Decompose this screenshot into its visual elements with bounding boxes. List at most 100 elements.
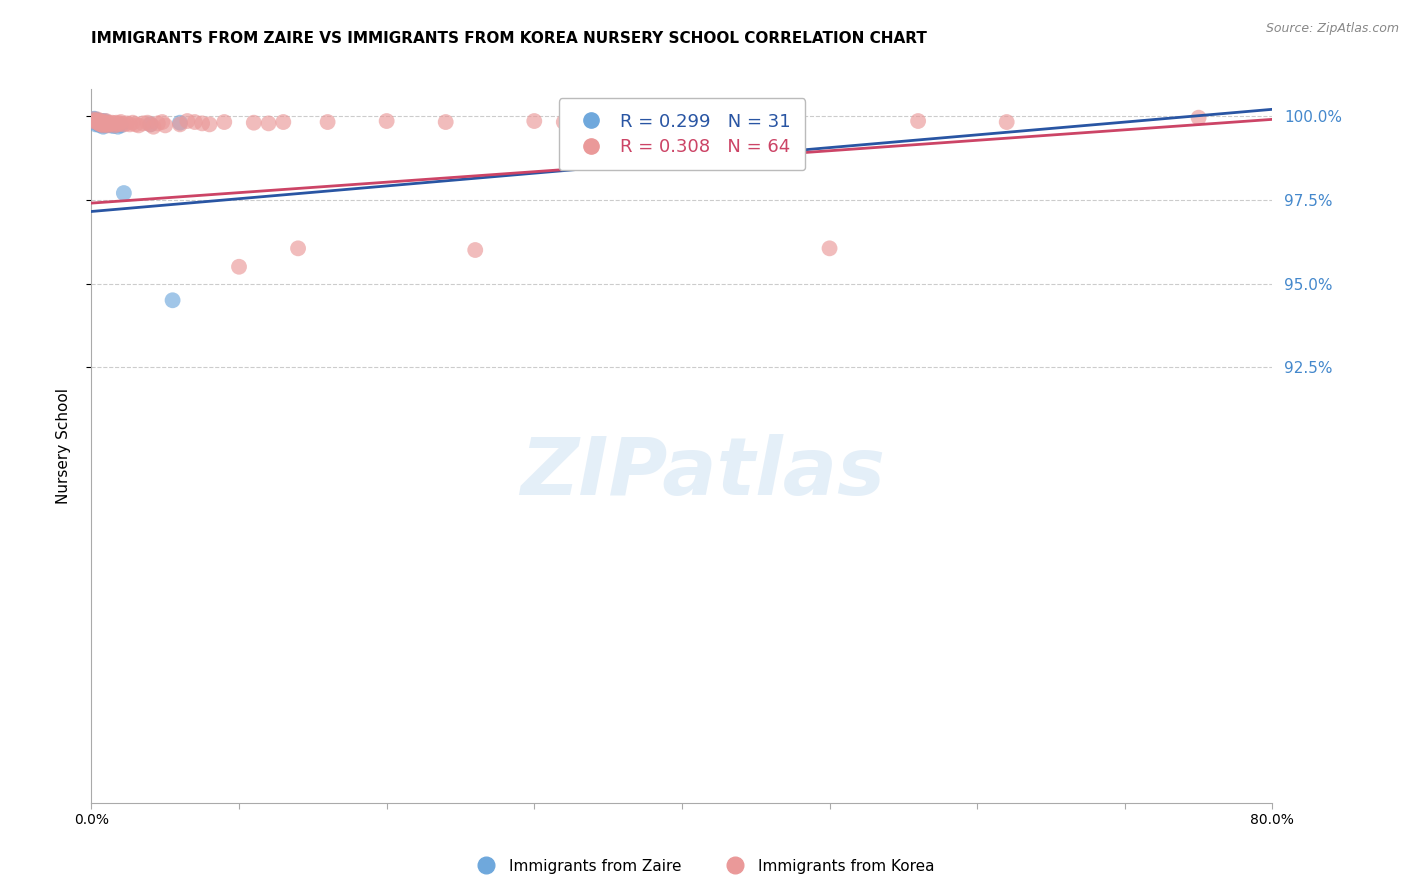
Point <box>83 112 105 127</box>
Point <box>87 117 110 131</box>
Point <box>132 116 155 130</box>
Point <box>162 293 184 308</box>
Point <box>98 117 121 131</box>
Point <box>87 116 110 130</box>
Point <box>375 114 398 128</box>
Point <box>90 116 112 130</box>
Point <box>96 116 118 130</box>
Point <box>93 119 115 133</box>
Point <box>91 115 114 129</box>
Point <box>115 116 138 130</box>
Point <box>84 116 107 130</box>
Point <box>110 119 132 133</box>
Point <box>273 115 295 129</box>
Point <box>87 114 110 128</box>
Text: ZIPatlas: ZIPatlas <box>520 434 886 512</box>
Point <box>103 116 125 130</box>
Point <box>112 117 135 131</box>
Point <box>93 114 115 128</box>
Point <box>124 117 148 131</box>
Point <box>108 116 131 130</box>
Point <box>243 116 266 130</box>
Point <box>150 115 173 129</box>
Point <box>83 112 105 126</box>
Point <box>91 117 114 131</box>
Point <box>90 114 112 128</box>
Point <box>91 120 114 134</box>
Point <box>104 119 127 133</box>
Point <box>464 243 486 257</box>
Point <box>121 116 143 130</box>
Point <box>169 117 191 131</box>
Legend: R = 0.299   N = 31, R = 0.308   N = 64: R = 0.299 N = 31, R = 0.308 N = 64 <box>558 98 806 170</box>
Point <box>89 119 111 133</box>
Point <box>90 117 112 131</box>
Point <box>86 115 108 129</box>
Point <box>110 115 132 129</box>
Point <box>671 115 693 129</box>
Point <box>84 114 107 128</box>
Point <box>83 114 105 128</box>
Point <box>553 115 575 129</box>
Point <box>596 113 619 128</box>
Point <box>87 116 110 130</box>
Y-axis label: Nursery School: Nursery School <box>56 388 70 504</box>
Point <box>641 114 664 128</box>
Point <box>191 116 214 130</box>
Legend: Immigrants from Zaire, Immigrants from Korea: Immigrants from Zaire, Immigrants from K… <box>465 853 941 880</box>
Point <box>139 117 162 131</box>
Point <box>97 116 120 130</box>
Point <box>90 114 112 128</box>
Point <box>89 117 111 131</box>
Point <box>84 115 107 129</box>
Point <box>316 115 339 129</box>
Point <box>228 260 250 274</box>
Point <box>169 116 191 130</box>
Point <box>128 119 150 133</box>
Point <box>818 241 841 255</box>
Point <box>100 117 122 131</box>
Point <box>100 119 122 133</box>
Point <box>84 117 107 131</box>
Point <box>183 115 207 129</box>
Point <box>142 120 165 134</box>
Point <box>86 113 108 128</box>
Point <box>82 112 104 127</box>
Point <box>112 186 135 200</box>
Point <box>91 116 114 130</box>
Point <box>82 114 104 128</box>
Point <box>86 112 108 127</box>
Point <box>596 113 619 128</box>
Point <box>97 116 120 130</box>
Point <box>105 116 128 130</box>
Point <box>287 241 309 255</box>
Text: Source: ZipAtlas.com: Source: ZipAtlas.com <box>1265 22 1399 36</box>
Point <box>176 114 198 128</box>
Point <box>907 114 929 128</box>
Point <box>96 114 118 128</box>
Point <box>214 115 236 129</box>
Point <box>96 117 118 131</box>
Point <box>89 115 111 129</box>
Point <box>91 119 114 133</box>
Point <box>257 116 280 130</box>
Point <box>136 116 159 130</box>
Point <box>86 114 108 128</box>
Point <box>103 119 125 133</box>
Point <box>153 119 177 133</box>
Point <box>98 116 121 130</box>
Point <box>139 117 162 131</box>
Point <box>995 115 1018 129</box>
Point <box>107 117 129 131</box>
Text: IMMIGRANTS FROM ZAIRE VS IMMIGRANTS FROM KOREA NURSERY SCHOOL CORRELATION CHART: IMMIGRANTS FROM ZAIRE VS IMMIGRANTS FROM… <box>91 31 928 46</box>
Point <box>89 116 111 130</box>
Point <box>118 117 141 131</box>
Point <box>107 120 129 134</box>
Point <box>198 117 221 131</box>
Point <box>97 119 120 133</box>
Point <box>523 114 546 128</box>
Point <box>434 115 457 129</box>
Point <box>93 116 115 130</box>
Point <box>101 116 124 130</box>
Point <box>1187 111 1209 125</box>
